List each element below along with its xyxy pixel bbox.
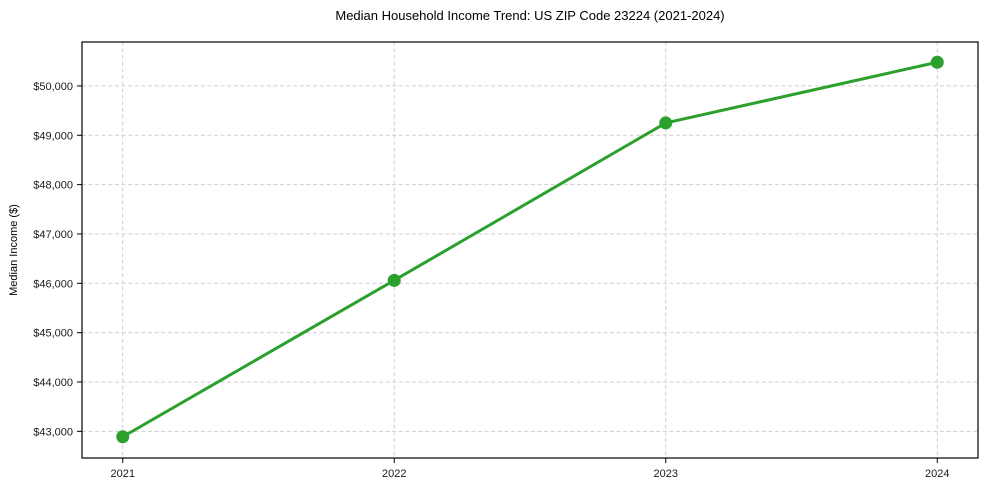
x-tick-label: 2021 <box>110 468 134 480</box>
x-tick-label: 2024 <box>925 468 949 480</box>
data-point-marker <box>116 430 130 444</box>
x-tick-label: 2022 <box>382 468 406 480</box>
axes-frame <box>81 41 979 459</box>
y-tick-label: $44,000 <box>33 377 73 389</box>
y-tick-label: $48,000 <box>33 180 73 192</box>
trend-line <box>121 60 939 439</box>
y-tick-label: $50,000 <box>33 81 73 93</box>
chart-title: Median Household Income Trend: US ZIP Co… <box>335 8 725 23</box>
y-tick-label: $45,000 <box>33 328 73 340</box>
y-tick-label: $49,000 <box>33 130 73 142</box>
y-tick-label: $46,000 <box>33 278 73 290</box>
y-tick-label: $47,000 <box>33 229 73 241</box>
y-tick-label: $43,000 <box>33 426 73 438</box>
x-tick-label: 2023 <box>654 468 678 480</box>
data-point-marker <box>659 116 673 130</box>
data-point-marker <box>930 55 944 69</box>
data-point-marker <box>387 273 401 287</box>
